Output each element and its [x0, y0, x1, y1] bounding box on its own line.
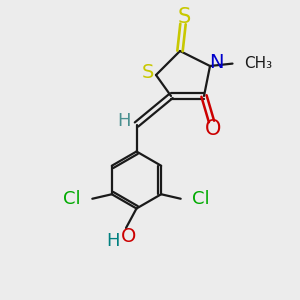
Text: N: N — [209, 53, 224, 72]
Text: S: S — [141, 62, 154, 82]
Text: O: O — [205, 119, 221, 139]
Text: S: S — [178, 8, 191, 27]
Text: Cl: Cl — [63, 190, 81, 208]
Text: Cl: Cl — [192, 190, 210, 208]
Text: H: H — [117, 112, 130, 130]
Text: H: H — [107, 232, 120, 250]
Text: O: O — [121, 227, 136, 246]
Text: CH₃: CH₃ — [244, 56, 272, 71]
